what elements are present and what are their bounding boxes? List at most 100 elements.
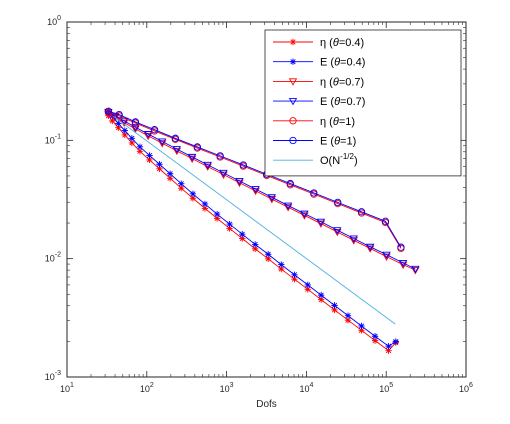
triangle-down-marker (366, 243, 375, 252)
x-tick-label: 106 (459, 382, 473, 394)
legend-label-value: =0.4) (339, 37, 364, 49)
triangle-down-marker (411, 265, 420, 274)
circle-marker (171, 134, 180, 142)
circle-marker (193, 143, 202, 151)
star-marker (278, 265, 285, 273)
circle-marker (104, 107, 113, 115)
series-layer (104, 107, 420, 354)
y-tick-base: 10 (45, 254, 55, 264)
legend-label-value: =0.7) (340, 96, 365, 108)
legend-label-param: θ (334, 96, 340, 108)
star-marker (121, 127, 128, 134)
triangle-down-marker (288, 98, 298, 106)
star-marker (166, 170, 174, 177)
star-marker (358, 322, 365, 330)
circle-marker (334, 198, 342, 207)
circle-marker (381, 217, 390, 225)
x-tick-exponent: 1 (70, 382, 74, 389)
star-marker (136, 148, 144, 155)
circle-marker (289, 136, 297, 145)
triangle-down-marker (316, 218, 326, 227)
y-tick-base: 10 (47, 17, 57, 27)
star-marker (291, 271, 298, 278)
y-tick-base: 10 (45, 372, 55, 382)
series-line (108, 110, 402, 248)
legend-label-param: θ (333, 37, 339, 49)
star-marker (385, 347, 392, 354)
star-marker (239, 230, 246, 238)
series-3 (104, 110, 420, 275)
star-marker (251, 241, 259, 248)
triangle-down-marker (143, 131, 153, 139)
y-tick-label: 10-3 (45, 370, 61, 382)
triangle-down-marker (316, 220, 326, 228)
triangle-down-marker (288, 78, 298, 86)
triangle-down-marker (333, 227, 342, 235)
star-marker (251, 245, 259, 253)
triangle-down-marker (382, 251, 391, 260)
circle-marker (357, 208, 366, 216)
circle-marker (310, 189, 318, 197)
star-marker (201, 200, 209, 208)
triangle-down-marker (158, 138, 167, 146)
triangle-down-marker (203, 161, 212, 170)
star-marker (317, 296, 325, 303)
star-marker (226, 220, 233, 228)
legend-label-symbol: η ( (320, 116, 333, 128)
star-marker (344, 316, 352, 324)
circle-marker (115, 110, 123, 119)
circle-marker (239, 161, 247, 169)
legend-entry: η (θ=0.4) (273, 37, 364, 49)
star-marker (226, 225, 233, 232)
y-tick-exponent: -1 (55, 133, 61, 140)
legend-label: E (θ=0.4) (320, 57, 365, 69)
star-marker (189, 195, 197, 202)
triangle-down-marker (187, 155, 197, 163)
star-marker (189, 190, 197, 198)
circle-marker (131, 118, 140, 126)
legend-label-value: =1) (340, 136, 356, 148)
star-marker (213, 210, 221, 218)
legend-label: η (θ=0.4) (320, 37, 364, 49)
star-marker (178, 180, 185, 187)
legend-label: E (θ=0.7) (320, 96, 365, 108)
y-tick-exponent: 0 (57, 15, 61, 22)
x-tick-label: 104 (299, 382, 313, 394)
triangle-down-marker (235, 179, 244, 188)
star-marker (146, 156, 153, 164)
legend-label-param: θ (334, 136, 340, 148)
legend-label-symbol: E ( (320, 96, 334, 108)
legend-label-tail: ) (354, 155, 358, 167)
circle-marker (397, 243, 405, 251)
star-marker (178, 185, 185, 192)
star-marker (128, 135, 136, 142)
legend-label: η (θ=0.7) (320, 76, 364, 88)
x-tick-exponent: 6 (469, 382, 473, 389)
legend-label-value: =0.4) (340, 57, 365, 69)
triangle-down-marker (300, 210, 309, 218)
star-marker (115, 120, 122, 127)
legend-label-symbol: η ( (320, 76, 333, 88)
triangle-down-marker (366, 245, 375, 253)
triangle-down-marker (349, 235, 358, 243)
star-marker (156, 165, 163, 172)
legend-entry: E (θ=1) (273, 136, 356, 148)
triangle-down-marker (333, 229, 342, 237)
triangle-down-marker (158, 140, 167, 148)
star-marker (201, 205, 209, 212)
triangle-down-marker (349, 237, 358, 245)
y-tick-label: 100 (47, 15, 61, 27)
legend-label: η (θ=1) (320, 116, 355, 128)
x-tick-label: 101 (60, 382, 74, 394)
series-line (108, 112, 402, 249)
legend-entry: E (θ=0.7) (273, 96, 365, 108)
series-1 (105, 112, 400, 354)
circle-marker (150, 126, 159, 134)
legend-label-value: =1) (339, 116, 355, 128)
x-tick-base: 10 (299, 384, 309, 394)
star-marker (392, 338, 400, 345)
x-tick-base: 10 (459, 384, 469, 394)
y-tick-label: 10-2 (45, 252, 61, 264)
x-tick-base: 10 (379, 384, 389, 394)
